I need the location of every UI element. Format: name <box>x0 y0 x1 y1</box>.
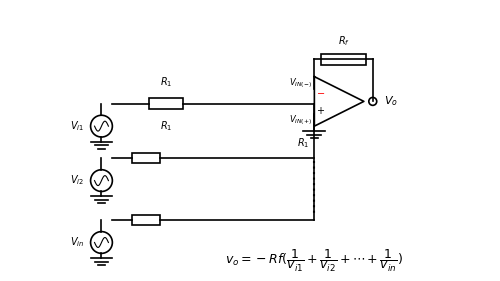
Bar <box>132 215 160 225</box>
Circle shape <box>90 170 112 191</box>
Text: $R_1$: $R_1$ <box>160 119 172 133</box>
Text: $V_{i1}$: $V_{i1}$ <box>70 119 84 133</box>
Text: $R_f$: $R_f$ <box>338 35 349 48</box>
Text: $v_o = -Rf(\dfrac{1}{v_{i1}} + \dfrac{1}{v_{i2}} + \cdots + \dfrac{1}{v_{in}})$: $v_o = -Rf(\dfrac{1}{v_{i1}} + \dfrac{1}… <box>225 248 403 274</box>
Circle shape <box>90 115 112 137</box>
Bar <box>148 98 183 109</box>
Bar <box>322 54 366 65</box>
Text: $V_{in}$: $V_{in}$ <box>70 235 84 249</box>
Text: $V_{IN(-)}$: $V_{IN(-)}$ <box>289 76 312 90</box>
Text: $R_1$: $R_1$ <box>160 75 172 89</box>
Text: $R_1$: $R_1$ <box>297 137 310 150</box>
Text: $V_{i2}$: $V_{i2}$ <box>70 174 84 187</box>
Circle shape <box>369 98 376 105</box>
Text: $V_{IN(+)}$: $V_{IN(+)}$ <box>289 113 312 127</box>
Text: $+$: $+$ <box>316 105 325 116</box>
Bar <box>132 153 160 163</box>
Circle shape <box>90 232 112 253</box>
Text: $-$: $-$ <box>316 87 325 98</box>
Text: $V_o$: $V_o$ <box>384 94 398 108</box>
